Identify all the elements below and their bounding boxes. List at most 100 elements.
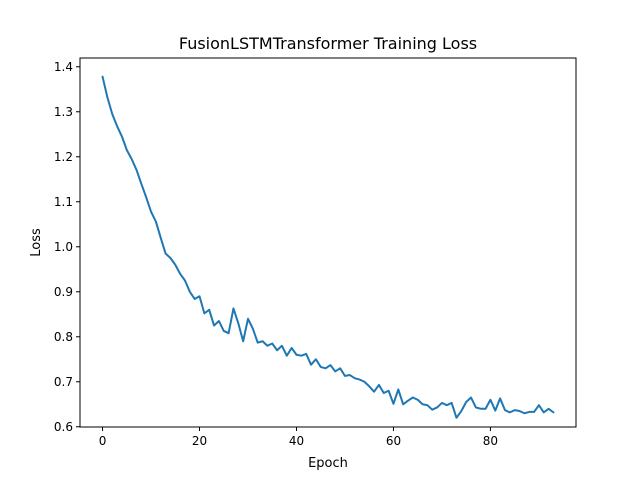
data-point — [402, 403, 404, 405]
data-point — [232, 307, 234, 309]
data-point — [184, 280, 186, 282]
data-point — [397, 388, 399, 390]
chart-title: FusionLSTMTransformer Training Loss — [179, 34, 477, 53]
y-tick-label: 0.8 — [54, 330, 73, 344]
data-point — [199, 295, 201, 297]
x-tick-label: 40 — [289, 434, 304, 448]
data-point — [519, 410, 521, 412]
x-tick-label: 80 — [483, 434, 498, 448]
x-tick-label: 60 — [386, 434, 401, 448]
data-point — [426, 404, 428, 406]
data-point — [247, 318, 249, 320]
data-point — [160, 237, 162, 239]
data-point — [106, 96, 108, 98]
data-point — [543, 411, 545, 413]
data-point — [441, 402, 443, 404]
y-tick-label: 1.0 — [54, 240, 73, 254]
data-point — [334, 370, 336, 372]
data-point — [383, 392, 385, 394]
data-point — [102, 76, 104, 78]
data-point — [446, 404, 448, 406]
data-point — [208, 309, 210, 311]
data-point — [470, 397, 472, 399]
data-point — [407, 400, 409, 402]
data-point — [373, 391, 375, 393]
data-point — [422, 403, 424, 405]
data-point — [126, 149, 128, 151]
data-point — [392, 403, 394, 405]
data-point — [145, 196, 147, 198]
y-tick-label: 1.2 — [54, 150, 73, 164]
plot-area — [101, 75, 555, 419]
data-point — [228, 332, 230, 334]
y-tick-label: 1.3 — [54, 105, 73, 119]
data-point — [528, 411, 530, 413]
data-point — [344, 375, 346, 377]
data-point — [276, 349, 278, 351]
data-point — [436, 406, 438, 408]
data-point — [315, 358, 317, 360]
data-point — [262, 340, 264, 342]
data-point — [480, 408, 482, 410]
y-tick-label: 0.9 — [54, 285, 73, 299]
series-line — [101, 75, 555, 419]
x-tick-label: 0 — [99, 434, 107, 448]
data-point — [552, 411, 554, 413]
data-point — [237, 322, 239, 324]
data-point — [460, 410, 462, 412]
data-point — [116, 125, 118, 127]
data-point — [194, 298, 196, 300]
data-point — [509, 411, 511, 413]
data-point — [354, 377, 356, 379]
data-point — [417, 399, 419, 401]
data-point — [538, 404, 540, 406]
data-point — [295, 354, 297, 356]
y-tick-label: 1.4 — [54, 60, 73, 74]
data-point — [412, 397, 414, 399]
data-point — [305, 353, 307, 355]
data-point — [349, 374, 351, 376]
data-point — [165, 253, 167, 255]
data-point — [271, 343, 273, 345]
data-point — [300, 355, 302, 357]
data-point — [131, 158, 133, 160]
data-point — [189, 291, 191, 293]
data-point — [504, 409, 506, 411]
y-tick-label: 0.6 — [54, 420, 73, 434]
data-point — [325, 367, 327, 369]
data-point — [455, 417, 457, 419]
data-point — [494, 410, 496, 412]
data-point — [179, 273, 181, 275]
data-point — [339, 367, 341, 369]
data-point — [213, 325, 215, 327]
data-point — [431, 409, 433, 411]
data-point — [451, 402, 453, 404]
data-point — [223, 330, 225, 332]
data-point — [548, 408, 550, 410]
data-point — [203, 312, 205, 314]
data-point — [266, 345, 268, 347]
data-point — [378, 384, 380, 386]
data-point — [252, 328, 254, 330]
data-point — [533, 411, 535, 413]
data-point — [368, 385, 370, 387]
data-point — [499, 397, 501, 399]
data-point — [121, 136, 123, 138]
data-point — [465, 401, 467, 403]
x-axis-label: Epoch — [308, 456, 348, 471]
data-point — [135, 169, 137, 171]
data-point — [329, 364, 331, 366]
axes-frame — [79, 57, 577, 428]
data-point — [111, 113, 113, 115]
data-point — [514, 409, 516, 411]
data-point — [475, 406, 477, 408]
data-point — [169, 257, 171, 259]
x-tick-label: 20 — [192, 434, 207, 448]
data-point — [359, 379, 361, 381]
data-point — [257, 342, 259, 344]
data-point — [218, 320, 220, 322]
data-point — [291, 347, 293, 349]
data-point — [281, 345, 283, 347]
